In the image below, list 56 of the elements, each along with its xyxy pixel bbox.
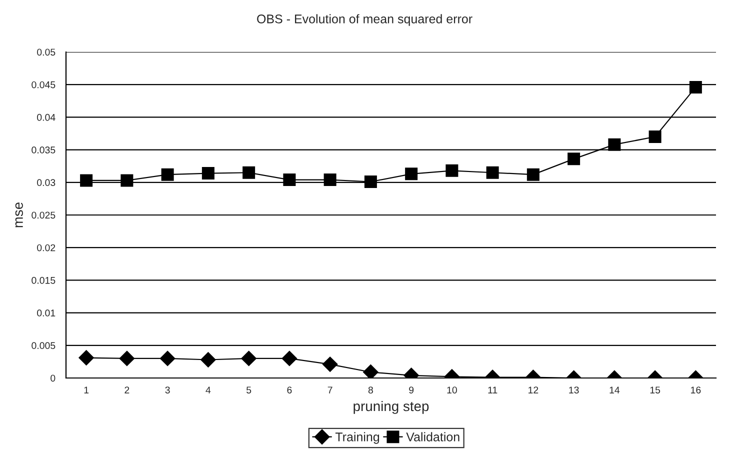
x-tick-label: 12 bbox=[528, 386, 538, 394]
x-tick-label: 5 bbox=[246, 386, 252, 394]
y-tick-label: 0.04 bbox=[37, 114, 56, 121]
point bbox=[363, 364, 378, 378]
chart-title: OBS - Evolution of mean squared error bbox=[257, 14, 472, 26]
point bbox=[241, 350, 256, 366]
point bbox=[283, 174, 296, 186]
x-axis-title: pruning step bbox=[354, 400, 429, 414]
point bbox=[568, 152, 580, 166]
y-tick-label: 0.05 bbox=[37, 48, 56, 56]
legend-label: Training bbox=[335, 432, 380, 444]
x-tick-label: 13 bbox=[569, 386, 579, 394]
point bbox=[160, 350, 176, 366]
point bbox=[80, 174, 93, 187]
point bbox=[202, 167, 214, 180]
point bbox=[324, 174, 336, 186]
point bbox=[200, 352, 216, 368]
x-tick-label: 14 bbox=[610, 386, 620, 394]
x-tick-label: 9 bbox=[409, 386, 414, 394]
y-tick-label: 0.03 bbox=[37, 179, 56, 186]
x-tick-label: 16 bbox=[691, 386, 701, 394]
point bbox=[648, 130, 662, 144]
x-tick-label: 4 bbox=[206, 386, 211, 394]
point bbox=[526, 168, 540, 181]
point bbox=[446, 164, 458, 177]
x-tick-label: 11 bbox=[488, 386, 498, 394]
point bbox=[322, 356, 338, 372]
y-tick-label: 0.005 bbox=[32, 342, 56, 350]
y-tick-label: 0.02 bbox=[37, 244, 56, 252]
point bbox=[689, 80, 702, 94]
x-tick-label: 10 bbox=[447, 386, 457, 394]
point bbox=[486, 166, 499, 179]
x-tick-label: 1 bbox=[84, 386, 89, 394]
y-tick-label: 0 bbox=[50, 374, 56, 382]
x-tick-label: 8 bbox=[368, 386, 373, 394]
y-tick-label: 0.025 bbox=[32, 212, 56, 219]
x-tick-label: 15 bbox=[650, 386, 660, 394]
y-tick-label: 0.015 bbox=[32, 276, 56, 284]
point bbox=[405, 168, 418, 180]
point bbox=[608, 138, 621, 151]
point bbox=[161, 168, 174, 181]
point bbox=[364, 176, 377, 188]
point bbox=[119, 350, 135, 366]
x-tick-label: 2 bbox=[124, 386, 130, 394]
x-tick-label: 6 bbox=[287, 386, 292, 394]
x-tick-label: 3 bbox=[165, 386, 170, 394]
y-axis-title: mse bbox=[15, 202, 23, 228]
y-tick-label: 0.01 bbox=[37, 310, 56, 316]
point bbox=[78, 350, 94, 366]
point bbox=[120, 174, 134, 187]
point bbox=[282, 350, 298, 366]
x-tick-label: 7 bbox=[328, 386, 332, 394]
legend-label: Validation bbox=[406, 432, 460, 442]
point bbox=[242, 166, 256, 179]
y-tick-label: 0.045 bbox=[32, 81, 56, 88]
y-tick-label: 0.035 bbox=[32, 146, 56, 154]
